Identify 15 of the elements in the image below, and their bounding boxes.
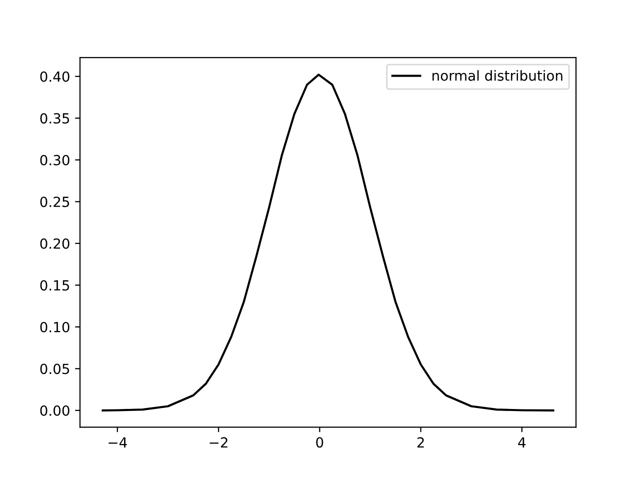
x-tick-label: 0 <box>316 437 324 448</box>
legend-label: normal distribution <box>432 70 562 81</box>
x-tick-label: 2 <box>417 437 424 448</box>
y-tick-label: 0.30 <box>40 154 70 166</box>
x-tick-label: −4 <box>108 437 127 448</box>
y-tick-label: 0.40 <box>40 71 70 82</box>
x-tick-label: 4 <box>518 437 526 448</box>
y-tick-label: 0.00 <box>40 405 70 416</box>
x-tick-label: −2 <box>210 437 228 448</box>
y-tick-label: 0.15 <box>40 280 70 291</box>
y-tick-label: 0.05 <box>40 364 70 374</box>
y-tick-label: 0.25 <box>40 196 70 208</box>
y-tick-label: 0.35 <box>40 113 70 124</box>
y-tick-label: 0.10 <box>40 322 70 332</box>
y-tick-label: 0.20 <box>40 238 70 249</box>
